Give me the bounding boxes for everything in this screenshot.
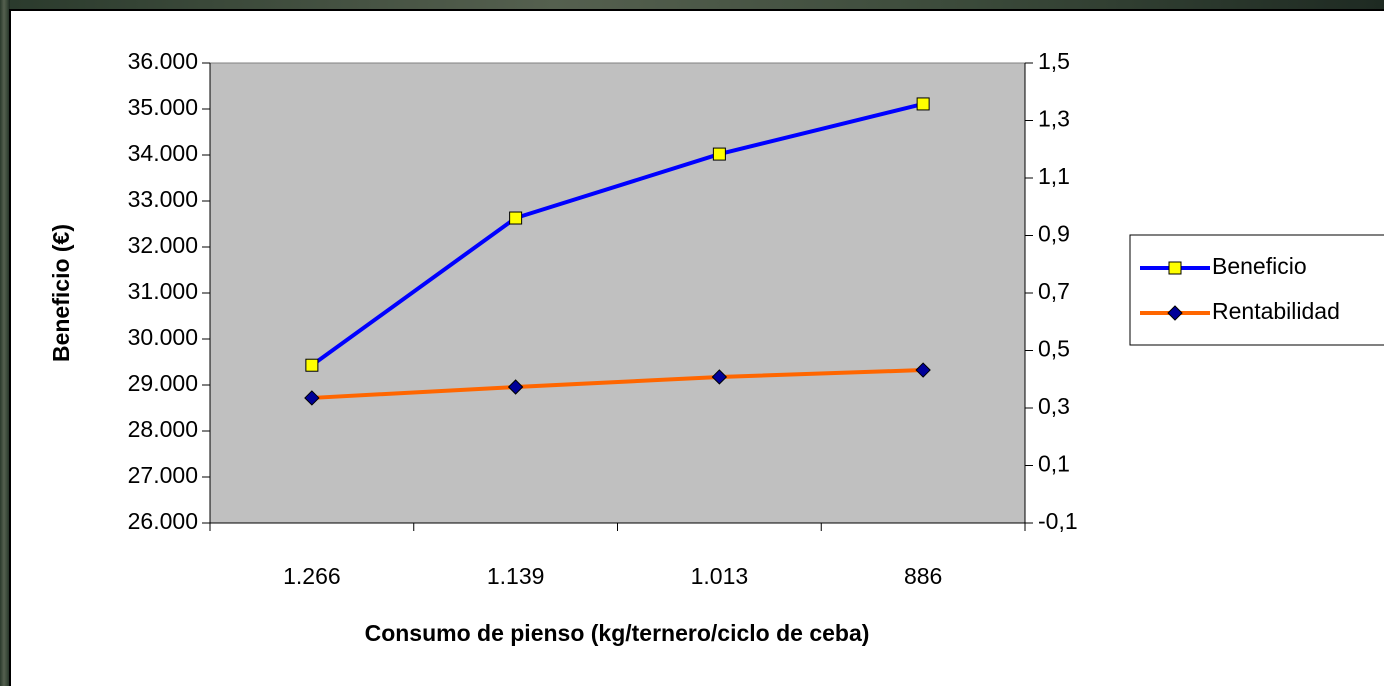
- legend-box: [1129, 234, 1384, 346]
- data-point: [507, 379, 524, 395]
- x-tick-label: 1.013: [691, 563, 749, 589]
- y-tick-label: 34.000: [128, 140, 198, 166]
- y-tick-label: 29.000: [128, 370, 198, 396]
- x-tick-label: 1.266: [283, 563, 341, 589]
- y-tick-label: 27.000: [128, 462, 198, 488]
- y-tick-label: 30.000: [128, 324, 198, 350]
- data-point: [916, 97, 930, 111]
- data-point: [305, 358, 319, 372]
- y-tick-label: 28.000: [128, 416, 198, 442]
- x-tick-label: 886: [904, 563, 942, 589]
- plot-area: [209, 62, 1026, 524]
- y-tick-label: 33.000: [128, 186, 198, 212]
- series-line: [311, 368, 924, 400]
- y2-tick-label: 0,5: [1038, 336, 1070, 362]
- y2-tick-label: 1,3: [1038, 106, 1070, 132]
- x-tick-label: 1.139: [487, 563, 545, 589]
- y-axis-title: Beneficio (€): [48, 224, 74, 362]
- legend-marker: [1167, 305, 1183, 321]
- y2-tick-label: -0,1: [1038, 508, 1078, 534]
- data-point: [304, 390, 320, 406]
- legend-marker: [1168, 261, 1182, 275]
- photo-strip: [0, 0, 10, 686]
- y2-tick-label: 0,9: [1038, 221, 1070, 247]
- data-point: [711, 369, 728, 385]
- y2-tick-label: 0,7: [1038, 278, 1070, 304]
- y2-tick-label: 0,1: [1038, 451, 1070, 477]
- y2-tick-label: 1,5: [1038, 48, 1070, 74]
- y-tick-label: 31.000: [128, 278, 198, 304]
- y-tick-label: 32.000: [128, 232, 198, 258]
- x-axis-title: Consumo de pienso (kg/ternero/ciclo de c…: [365, 620, 870, 646]
- y2-tick-label: 1,1: [1038, 163, 1070, 189]
- y-tick-label: 36.000: [128, 48, 198, 74]
- data-point: [509, 211, 523, 225]
- legend-label: Rentabilidad: [1212, 298, 1340, 324]
- data-point: [712, 147, 726, 161]
- y-tick-label: 35.000: [128, 94, 198, 120]
- y-tick-label: 26.000: [128, 508, 198, 534]
- data-point: [915, 362, 931, 378]
- series-line: [310, 101, 924, 367]
- legend-label: Beneficio: [1212, 253, 1307, 279]
- y2-tick-label: 0,3: [1038, 393, 1070, 419]
